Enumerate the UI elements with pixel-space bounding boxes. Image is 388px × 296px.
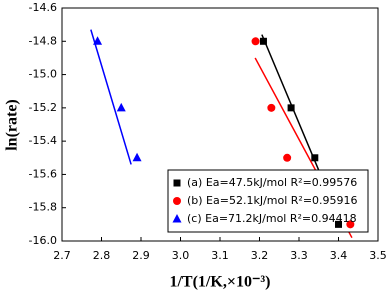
y-tick-label: -14.6 xyxy=(29,1,57,14)
x-tick-label: 3.0 xyxy=(172,249,190,262)
x-axis-title: 1/T(1/K,×10⁻³) xyxy=(169,274,270,291)
x-tick-label: 2.9 xyxy=(132,249,150,262)
legend-marker xyxy=(172,214,182,223)
legend-label: (c) Ea=71.2kJ/mol R²=0.94418 xyxy=(187,212,357,225)
legend-label: (a) Ea=47.5kJ/mol R²=0.99576 xyxy=(187,176,357,189)
data-point xyxy=(132,152,142,162)
legend-marker xyxy=(173,197,181,205)
y-tick-label: -15.2 xyxy=(29,101,57,114)
y-tick-label: -14.8 xyxy=(29,34,57,47)
data-point xyxy=(287,104,295,112)
data-point xyxy=(267,103,276,112)
data-point xyxy=(116,102,126,112)
data-point xyxy=(311,154,319,162)
data-point xyxy=(335,220,342,228)
y-tick-label: -15.8 xyxy=(29,201,57,214)
data-point xyxy=(251,37,260,46)
legend-box xyxy=(167,169,369,233)
y-tick-label: -15.6 xyxy=(29,167,57,180)
x-tick-label: 3.1 xyxy=(211,249,229,262)
x-tick-label: 3.2 xyxy=(251,249,269,262)
fit-line xyxy=(90,29,132,165)
x-tick-label: 2.7 xyxy=(53,249,71,262)
x-tick-label: 3.4 xyxy=(330,249,348,262)
y-tick-label: -15.4 xyxy=(29,134,57,147)
legend-label: (b) Ea=52.1kJ/mol R²=0.95916 xyxy=(187,194,358,207)
data-point xyxy=(346,220,355,229)
data-point xyxy=(93,36,103,45)
y-tick-label: -15.0 xyxy=(29,68,57,81)
plot-frame xyxy=(61,7,379,242)
legend-marker xyxy=(173,179,181,187)
data-point xyxy=(283,153,292,162)
y-tick-label: -16.0 xyxy=(29,234,57,247)
x-tick-label: 3.3 xyxy=(290,249,308,262)
x-tick-label: 3.5 xyxy=(369,249,387,262)
x-tick-label: 2.8 xyxy=(93,249,111,262)
y-axis-title: ln(rate) xyxy=(4,99,21,151)
data-point xyxy=(259,37,267,45)
